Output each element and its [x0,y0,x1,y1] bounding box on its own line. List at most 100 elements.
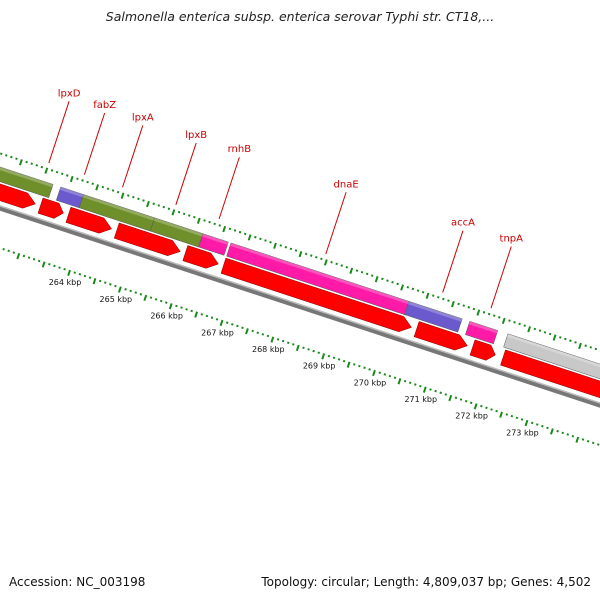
lower-ruler-tick [530,421,534,425]
lower-ruler-tick [270,336,275,343]
gene-label-leader [442,230,464,293]
functional-block-highlight [507,333,600,368]
upper-ruler-tick [298,250,303,258]
upper-ruler-tick [482,311,486,314]
lower-ruler-tick [215,318,219,321]
upper-ruler-tick [81,179,84,182]
upper-ruler-tick [25,160,28,164]
lower-ruler-tick [210,316,214,319]
lower-ruler-tick [566,433,570,436]
upper-ruler-tick [552,334,557,341]
upper-ruler-tick [157,204,161,207]
lower-ruler-tick [473,403,478,410]
cds-arrow [113,222,181,256]
lower-ruler-tick [597,443,600,446]
lower-ruler-tick [256,331,260,334]
upper-ruler-tick [457,302,460,306]
lower-ruler-tick [393,376,397,380]
lower-ruler-tick [312,349,315,353]
lower-ruler-tick [515,416,519,420]
upper-ruler-tick [578,342,582,350]
upper-ruler-tick [279,244,283,247]
upper-ruler-tick [421,291,425,294]
lower-ruler-tick [307,348,310,351]
upper-ruler-tick [137,197,140,201]
upper-ruler-tick [171,209,176,216]
gene-label-leader [175,142,197,205]
gene-label: tnpA [500,234,524,245]
lower-ruler-tick [251,329,254,333]
lower-ruler-tick [190,309,193,313]
functional-block [465,320,499,345]
lower-ruler-tick [92,278,97,285]
lower-ruler-tick [439,391,442,395]
lower-ruler-tick [414,383,417,386]
lower-ruler-tick [143,294,148,302]
gene-label: fabZ [93,100,116,111]
upper-ruler-tick [120,192,125,199]
lower-ruler-tick [164,301,168,304]
lower-ruler-tick [67,269,71,277]
gene-label-leader [122,125,144,188]
functional-block-highlight [407,301,463,322]
functional-block-highlight [468,321,498,334]
upper-ruler-tick [501,317,506,325]
upper-ruler-tick [487,312,491,316]
gene-label-leader [490,246,512,309]
functional-block-highlight [59,187,84,198]
lower-ruler-tick [372,369,376,377]
backbone-line [0,205,600,408]
lower-ruler-tick [261,333,265,336]
lower-ruler-tick [200,313,204,316]
functional-block [0,166,54,199]
upper-ruler-tick [355,269,359,272]
functional-block-highlight [202,233,229,245]
upper-ruler-tick [127,194,130,197]
upper-ruler-tick [498,316,501,319]
upper-ruler-tick [50,169,54,172]
upper-ruler-tick [533,327,537,331]
upper-ruler-tick [365,272,369,276]
lower-ruler-tick [378,371,381,375]
tick-label: 265 kbp [100,295,133,304]
lower-ruler-tick [586,439,590,443]
upper-ruler-tick [538,329,542,332]
lower-ruler-tick [368,368,371,371]
lower-ruler-tick [241,326,244,329]
upper-tick-marks [0,152,600,352]
upper-ruler-tick [273,242,277,249]
upper-ruler-tick [193,215,196,219]
gene-label: rnhB [228,144,252,155]
tick-label: 273 kbp [506,428,539,437]
lower-ruler-tick [561,431,564,435]
functional-block-highlight [230,242,409,305]
lower-ruler-tick [12,251,16,254]
accession-text: Accession: NC_003198 [9,575,146,589]
upper-ruler-tick [233,229,237,232]
lower-ruler-tick [37,259,41,263]
gene-labels: lpxD fabZ lpxA lpxB rnhB dnaE accA tnpA [48,88,524,309]
upper-ruler-tick [513,321,516,324]
upper-ruler-tick [238,230,242,234]
lower-ruler-tick [194,311,199,318]
upper-ruler-tick [425,292,430,300]
cds-arrow [37,197,64,219]
upper-ruler-tick [543,331,547,334]
lower-ruler-tick [422,386,427,393]
lower-ruler-tick [16,252,21,260]
upper-ruler-tick [589,346,593,349]
functional-block [404,300,463,333]
upper-ruler-tick [340,264,343,267]
lower-ruler-tick [98,279,102,283]
lower-ruler-tick [48,263,51,266]
lower-ruler-tick [429,388,432,391]
lower-ruler-tick [480,404,483,408]
lower-ruler-tick [408,381,412,385]
upper-ruler-tick [222,225,227,233]
lower-ruler-tick [276,338,280,341]
lower-ruler-tick [245,328,249,335]
lower-ruler-tick [342,359,346,363]
functional-block-highlight [153,217,203,237]
functional-block-highlight [82,194,155,221]
